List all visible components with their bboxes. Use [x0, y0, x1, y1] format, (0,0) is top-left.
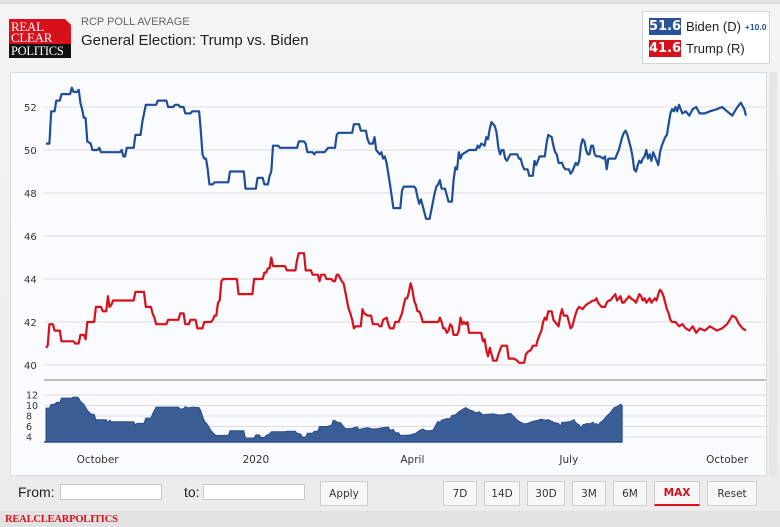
- series-lines: [45, 86, 748, 364]
- legend-value-biden: 51.6: [649, 18, 682, 35]
- x-tick-label: July: [558, 454, 578, 466]
- x-tick-label: April: [400, 454, 424, 466]
- apply-button[interactable]: Apply: [320, 481, 368, 506]
- legend-name-trump: Trump (R): [686, 41, 745, 56]
- y-tick-label: 46: [24, 232, 37, 243]
- spread-area-layer: [44, 396, 623, 443]
- y-tick-label: 42: [24, 318, 37, 329]
- range-3m-button[interactable]: 3M: [572, 481, 606, 506]
- main-grid: [44, 106, 766, 366]
- y-tick-label: 50: [24, 146, 37, 157]
- x-axis: October 2020 April July October: [77, 454, 749, 466]
- logo-line-3: POLITICS: [9, 44, 71, 58]
- legend-item-biden[interactable]: 51.6 Biden (D) +10.0: [649, 18, 766, 35]
- to-date-input[interactable]: [203, 484, 305, 500]
- date-controls: From: to: Apply 7D 14D 30D 3M 6M MAX Res…: [10, 476, 767, 511]
- range-7d-button[interactable]: 7D: [443, 481, 477, 506]
- logo-line-2: CLEAR: [11, 30, 53, 45]
- from-date-input[interactable]: [60, 484, 162, 500]
- legend-item-trump[interactable]: 41.6 Trump (R): [649, 40, 745, 57]
- x-tick-label: October: [706, 454, 749, 466]
- rcp-logo[interactable]: REAL CLEAR POLITICS: [9, 19, 71, 58]
- legend: 51.6 Biden (D) +10.0 41.6 Trump (R): [642, 11, 770, 64]
- plot-background: [44, 75, 766, 470]
- from-label: From:: [18, 484, 55, 500]
- legend-name-biden: Biden (D): [686, 19, 741, 34]
- y-tick-label: 52: [24, 103, 37, 114]
- chart-kicker: RCP POLL AVERAGE: [81, 16, 190, 28]
- range-max-button[interactable]: MAX: [654, 481, 700, 506]
- spread-y-tick-label: 4: [26, 433, 32, 444]
- trump-line: [45, 252, 747, 364]
- y-tick-label: 40: [24, 361, 37, 372]
- spread-y-tick-label: 10: [26, 401, 38, 412]
- spread-y-tick-label: 12: [26, 391, 38, 402]
- spread-y-tick-label: 6: [26, 422, 32, 433]
- legend-spread: +10.0: [744, 22, 767, 32]
- scrollbar[interactable]: [769, 72, 777, 476]
- logo-line-1: REAL: [11, 19, 44, 34]
- range-6m-button[interactable]: 6M: [613, 481, 647, 506]
- range-14d-button[interactable]: 14D: [484, 481, 520, 506]
- to-label: to:: [184, 484, 200, 500]
- main-y-axis: 40 42 44 46 48 50 52: [24, 103, 37, 372]
- legend-value-trump: 41.6: [649, 40, 682, 57]
- chart-title: General Election: Trump vs. Biden: [81, 32, 309, 49]
- range-30d-button[interactable]: 30D: [527, 481, 565, 506]
- spread-area: [45, 396, 623, 443]
- y-tick-label: 48: [24, 189, 37, 200]
- footer-brand[interactable]: REALCLEARPOLITICS: [5, 514, 118, 525]
- biden-line: [46, 86, 748, 220]
- y-tick-label: 44: [24, 275, 37, 286]
- x-tick-label: 2020: [242, 454, 269, 466]
- x-tick-label: October: [77, 454, 120, 466]
- reset-button[interactable]: Reset: [707, 481, 757, 506]
- spread-y-tick-label: 8: [26, 412, 32, 423]
